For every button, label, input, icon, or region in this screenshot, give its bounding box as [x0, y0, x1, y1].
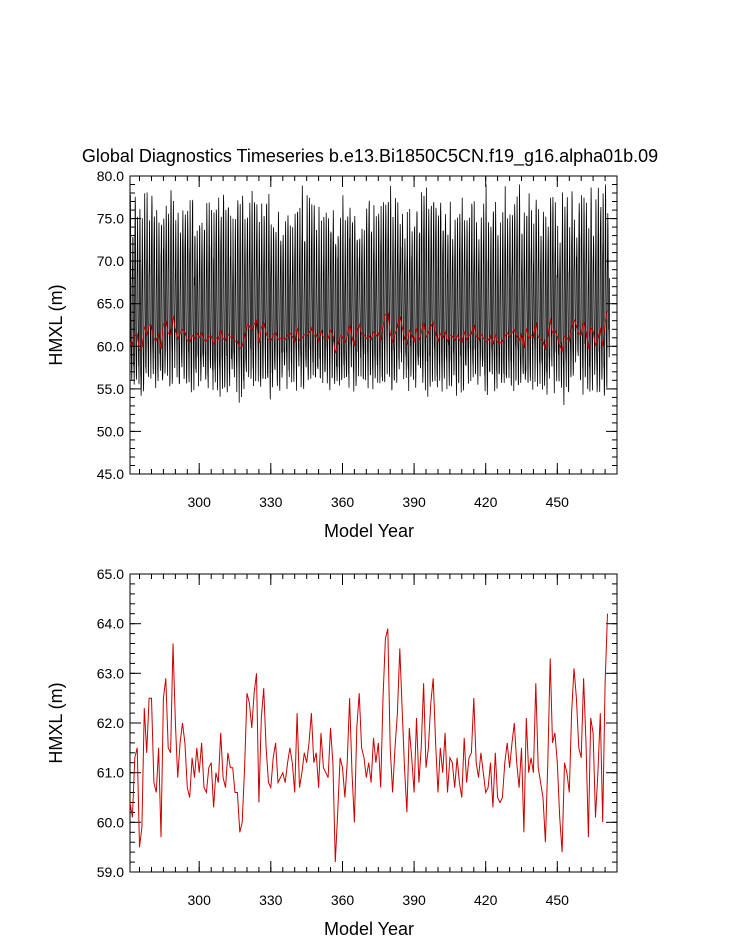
x-tick-label: 450: [546, 494, 570, 510]
x-tick-label: 360: [331, 892, 355, 908]
monthly-series-line: [130, 184, 610, 406]
y-tick-label: 59.0: [97, 864, 124, 880]
x-tick-label: 330: [259, 892, 283, 908]
y-tick-label: 55.0: [97, 381, 124, 397]
y-tick-label: 45.0: [97, 466, 124, 482]
top-y-axis-label: HMXL (m): [46, 284, 66, 365]
y-tick-label: 62.0: [97, 715, 124, 731]
bottom-x-axis-label: Model Year: [324, 919, 414, 939]
y-tick-label: 64.0: [97, 616, 124, 632]
y-tick-label: 63.0: [97, 665, 124, 681]
bottom-series: [130, 613, 608, 863]
x-tick-label: 420: [474, 892, 498, 908]
bottom-panel: 300 330 360 390 420 450 59.0 60.0 61.0 62.0 63.0 64…: [46, 566, 618, 939]
top-plot-frame: [129, 175, 618, 475]
x-tick-label: 300: [188, 892, 212, 908]
y-tick-label: 70.0: [97, 253, 124, 269]
x-tick-label: 420: [474, 494, 498, 510]
bottom-y-axis-label: HMXL (m): [46, 682, 66, 763]
x-tick-label: 390: [402, 892, 426, 908]
x-tick-label: 360: [331, 494, 355, 510]
x-tick-label: 300: [188, 494, 212, 510]
y-tick-label: 50.0: [97, 423, 124, 439]
x-tick-label: 450: [546, 892, 570, 908]
top-series: [130, 184, 610, 406]
bottom-ticks: 300 330 360 390 420 450 59.0 60.0 61.0 62.0 63.0 64…: [97, 566, 618, 908]
y-tick-label: 60.0: [97, 814, 124, 830]
top-panel: 300 330 360 390 420 450 45.0 50.0 55.0 60.0 65.0 70…: [46, 168, 618, 541]
figure-title: Global Diagnostics Timeseries b.e13.Bi18…: [82, 146, 658, 167]
y-tick-label: 80.0: [97, 168, 124, 184]
y-tick-label: 60.0: [97, 338, 124, 354]
top-x-axis-label: Model Year: [324, 521, 414, 541]
y-tick-label: 65.0: [97, 566, 124, 582]
x-tick-label: 390: [402, 494, 426, 510]
y-tick-label: 75.0: [97, 211, 124, 227]
x-tick-label: 330: [259, 494, 283, 510]
annual-mean-line: [130, 613, 608, 863]
y-tick-label: 61.0: [97, 765, 124, 781]
top-ticks: 300 330 360 390 420 450 45.0 50.0 55.0 60.0 65.0 70…: [97, 168, 618, 510]
bottom-plot-frame: [129, 573, 618, 873]
y-tick-label: 65.0: [97, 296, 124, 312]
annual-mean-line: [130, 310, 608, 354]
